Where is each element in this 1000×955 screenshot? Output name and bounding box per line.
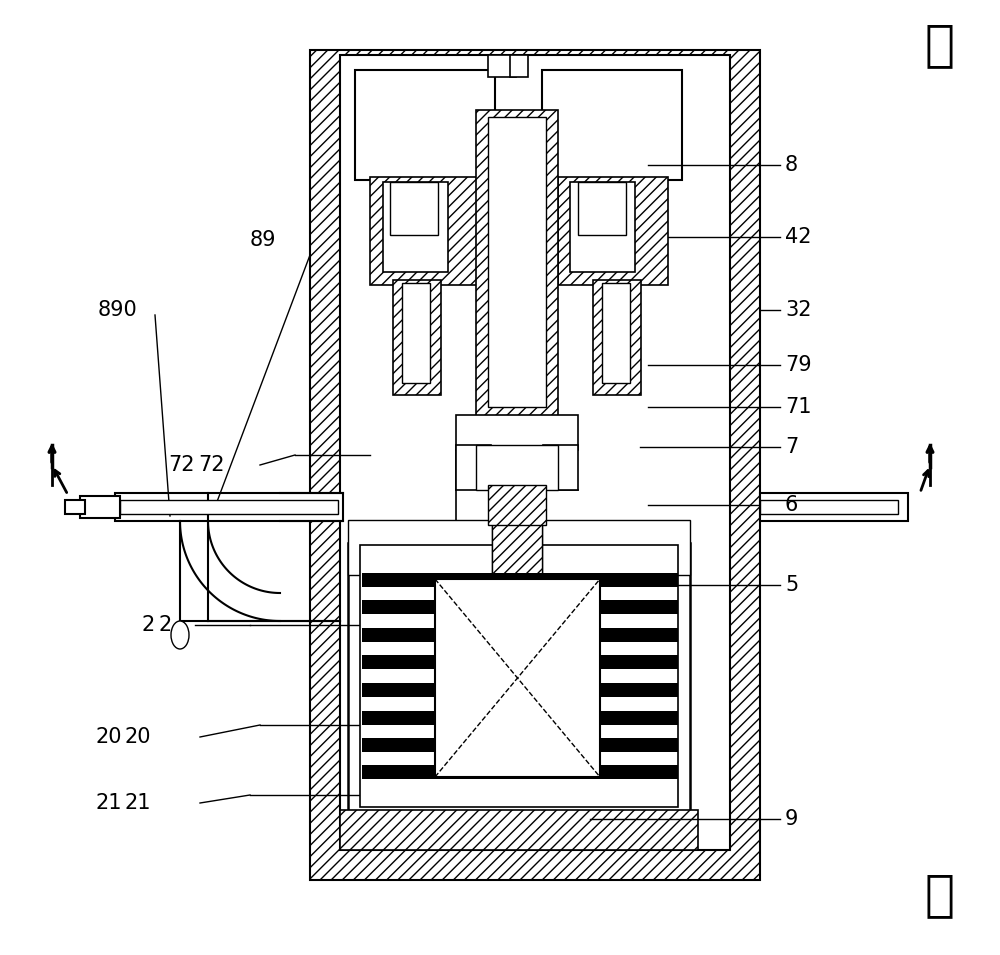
Text: 8: 8: [785, 155, 798, 175]
Bar: [355, 70, 495, 180]
Text: 前: 前: [925, 871, 955, 919]
Text: 2: 2: [158, 615, 171, 635]
Bar: [402, 283, 430, 383]
Bar: [362, 573, 678, 587]
Text: 79: 79: [785, 355, 812, 375]
Bar: [435, 579, 600, 777]
Text: 32: 32: [785, 300, 812, 320]
Bar: [488, 117, 546, 407]
Bar: [348, 543, 690, 813]
Bar: [456, 445, 491, 490]
Bar: [362, 600, 678, 614]
Text: 9: 9: [785, 809, 798, 829]
Bar: [393, 280, 441, 395]
Bar: [362, 765, 678, 779]
Bar: [115, 493, 343, 521]
Bar: [760, 493, 908, 521]
Bar: [492, 520, 542, 595]
Bar: [80, 496, 120, 518]
Bar: [488, 55, 516, 77]
Bar: [370, 177, 480, 285]
Bar: [340, 810, 698, 850]
Text: 后: 后: [925, 21, 955, 69]
Bar: [310, 50, 760, 880]
Bar: [570, 182, 635, 272]
Ellipse shape: [171, 621, 189, 649]
Bar: [390, 182, 438, 235]
Text: 21: 21: [96, 793, 122, 813]
Text: 2: 2: [142, 615, 155, 635]
Text: 71: 71: [785, 397, 812, 417]
Text: 72: 72: [168, 455, 195, 475]
Text: 6: 6: [785, 495, 798, 515]
Text: 7: 7: [785, 437, 798, 457]
Bar: [542, 70, 682, 180]
Bar: [476, 110, 558, 420]
Bar: [362, 628, 678, 642]
Bar: [362, 655, 678, 669]
Bar: [362, 683, 678, 697]
Bar: [602, 283, 630, 383]
Bar: [476, 445, 558, 490]
Bar: [348, 520, 690, 575]
Bar: [760, 500, 898, 514]
Bar: [456, 415, 578, 450]
Bar: [362, 711, 678, 725]
Text: 5: 5: [785, 575, 798, 595]
Bar: [383, 182, 448, 272]
Bar: [543, 445, 578, 490]
Bar: [593, 280, 641, 395]
Bar: [510, 55, 528, 77]
Text: 890: 890: [98, 300, 138, 320]
Text: 20: 20: [125, 727, 152, 747]
Bar: [360, 545, 678, 807]
Bar: [340, 55, 730, 850]
Bar: [362, 738, 678, 752]
Bar: [488, 485, 546, 525]
Text: 20: 20: [96, 727, 122, 747]
Text: 89: 89: [250, 230, 276, 250]
Bar: [492, 520, 542, 595]
Bar: [120, 500, 338, 514]
Bar: [65, 500, 85, 514]
Text: 72: 72: [198, 455, 224, 475]
Bar: [558, 177, 668, 285]
Text: 21: 21: [125, 793, 152, 813]
Bar: [578, 182, 626, 235]
Text: 42: 42: [785, 227, 812, 247]
